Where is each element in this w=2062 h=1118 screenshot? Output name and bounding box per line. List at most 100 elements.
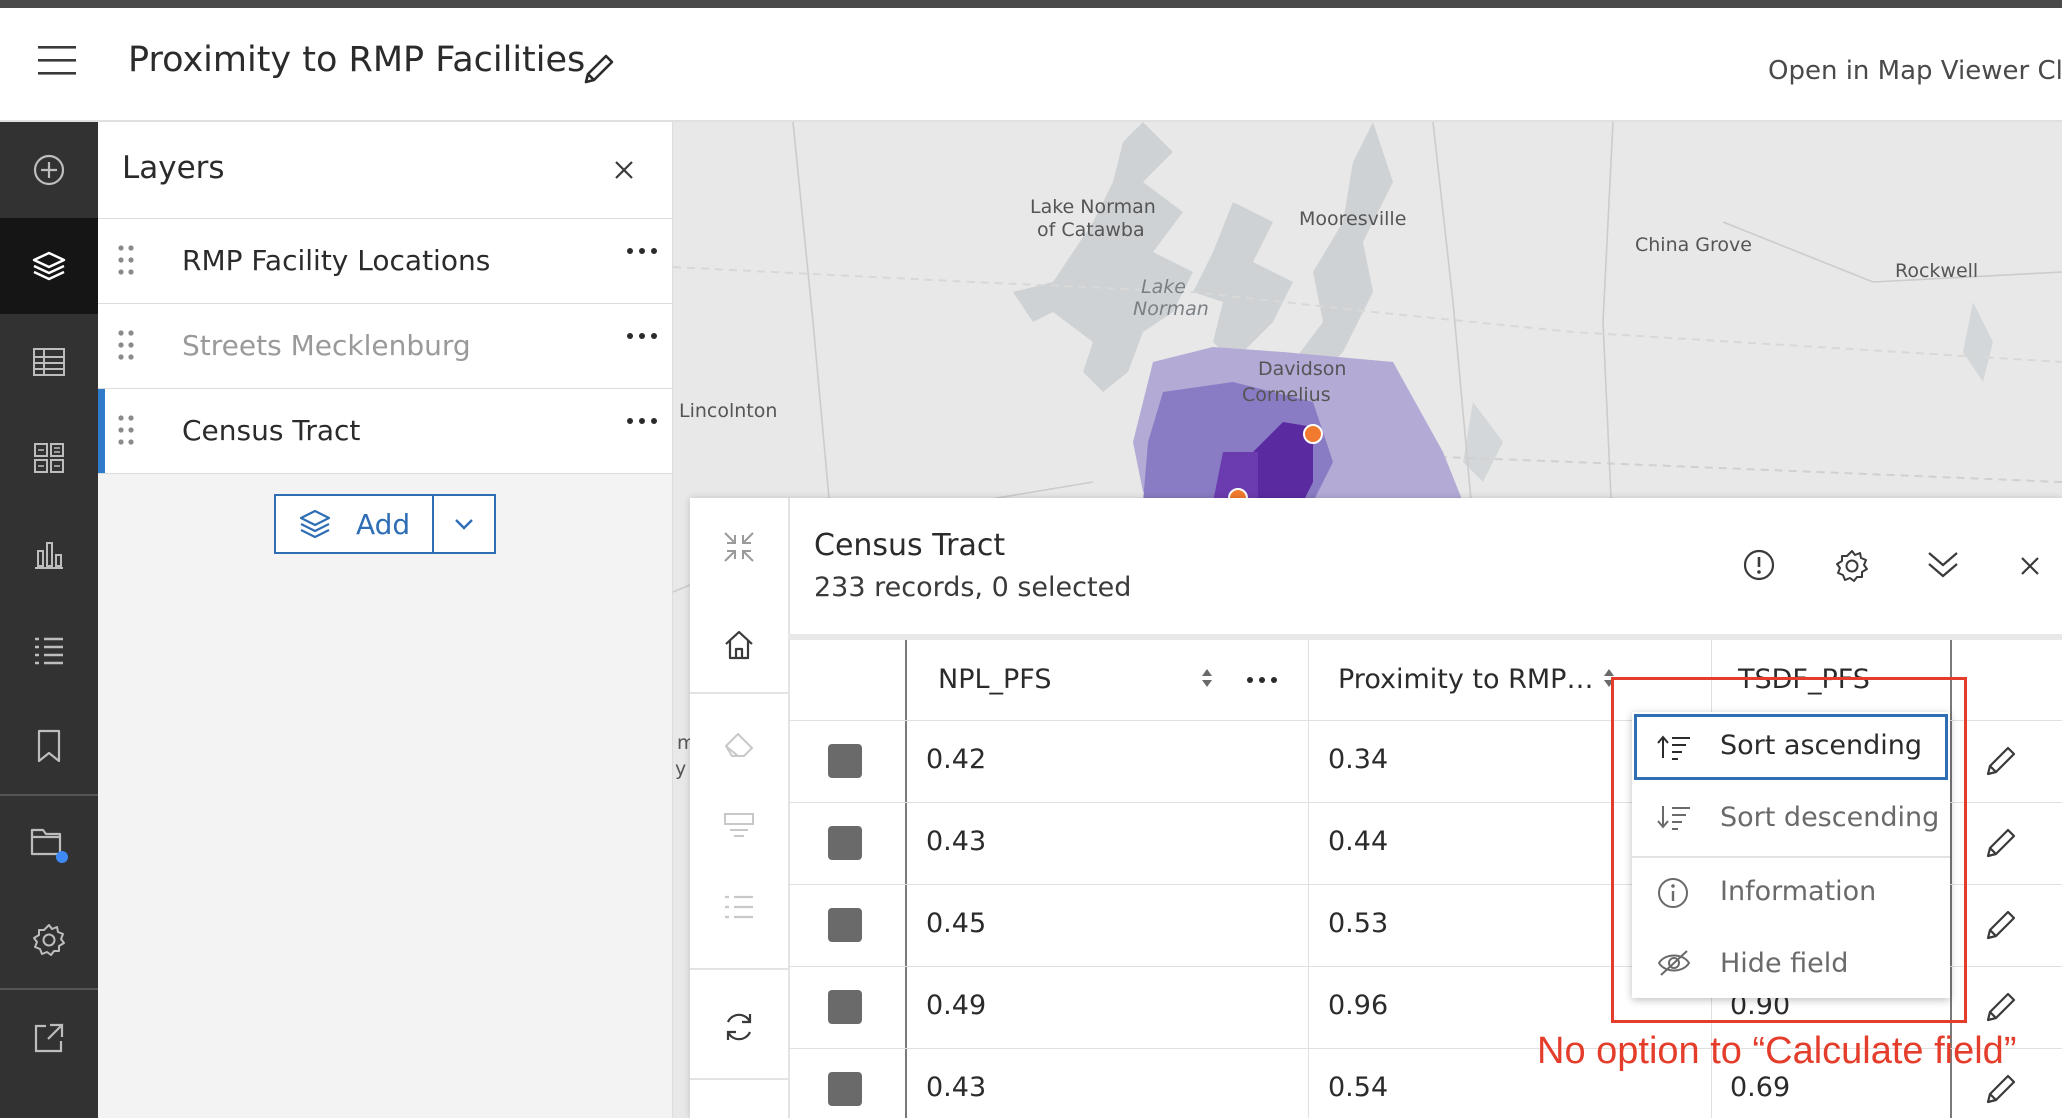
more-options-icon[interactable] xyxy=(626,417,658,425)
row-select-checkbox[interactable] xyxy=(828,826,862,860)
annotation-highlight-box xyxy=(1611,677,1967,1023)
cell-npl-pfs: 0.45 xyxy=(926,908,987,939)
map-label: Lincolnton xyxy=(679,400,778,422)
table-row[interactable]: 0.42 0.34 xyxy=(690,720,2062,802)
menu-item-label: Information xyxy=(1720,876,1877,907)
zoom-to-selection-icon[interactable] xyxy=(722,810,756,840)
cell-npl-pfs: 0.42 xyxy=(926,744,987,775)
show-selected-icon[interactable] xyxy=(722,892,756,924)
selected-indicator xyxy=(98,389,105,473)
sort-icon[interactable] xyxy=(1200,666,1214,690)
add-layer-button[interactable]: Add xyxy=(274,494,496,554)
row-select-checkbox[interactable] xyxy=(828,990,862,1024)
map-label: Norman xyxy=(1133,298,1209,320)
row-divider xyxy=(788,884,2062,885)
open-in-map-viewer-link[interactable]: Open in Map Viewer Cl xyxy=(1768,56,2062,86)
close-table-icon[interactable] xyxy=(2020,556,2040,576)
layers-icon[interactable] xyxy=(0,218,98,314)
table-row[interactable]: 0.49 0.96 0.90 xyxy=(690,966,2062,1048)
share-icon[interactable] xyxy=(0,990,98,1086)
map-label: Davidson xyxy=(1258,358,1347,380)
window-top-strip xyxy=(0,0,2062,8)
table-icon[interactable] xyxy=(0,314,98,410)
drag-handle-icon[interactable] xyxy=(118,415,134,445)
edit-row-icon[interactable] xyxy=(1984,990,2016,1024)
cell-proximity-rmp: 0.53 xyxy=(1328,908,1389,939)
row-select-checkbox[interactable] xyxy=(828,908,862,942)
drag-handle-icon[interactable] xyxy=(118,245,134,275)
collapse-icon[interactable] xyxy=(722,530,756,564)
row-divider xyxy=(788,802,2062,803)
column-header-proximity-rmp[interactable]: Proximity to RMP… xyxy=(1338,664,1594,695)
chevron-down-icon[interactable] xyxy=(454,518,474,530)
annotation-text: No option to “Calculate field” xyxy=(1537,1030,2017,1072)
layer-label: Census Tract xyxy=(182,414,361,447)
edit-title-icon[interactable] xyxy=(582,52,614,86)
cell-npl-pfs: 0.43 xyxy=(926,826,987,857)
layers-add-icon xyxy=(298,508,332,540)
widgets-icon[interactable] xyxy=(0,410,98,506)
edit-row-icon[interactable] xyxy=(1984,744,2016,778)
menu-divider xyxy=(1632,856,1950,858)
layers-panel: Layers RMP Facility Locations Streets Me… xyxy=(98,122,673,1118)
cell-proximity-rmp: 0.54 xyxy=(1328,1072,1389,1103)
app-header: Proximity to RMP Facilities Open in Map … xyxy=(0,8,2062,122)
cell-npl-pfs: 0.49 xyxy=(926,990,987,1021)
edit-row-icon[interactable] xyxy=(1984,908,2016,942)
table-row[interactable]: 0.43 0.54 0.69 xyxy=(690,1048,2062,1118)
table-row[interactable]: 0.45 0.53 xyxy=(690,884,2062,966)
split-divider xyxy=(432,496,434,552)
edit-row-icon[interactable] xyxy=(1984,826,2016,860)
table-row[interactable]: 0.43 0.44 xyxy=(690,802,2062,884)
record-count: 233 records, 0 selected xyxy=(814,572,1132,603)
row-select-checkbox[interactable] xyxy=(828,744,862,778)
more-options-icon[interactable] xyxy=(626,247,658,255)
home-icon[interactable] xyxy=(722,628,756,662)
menu-item-sort-descending[interactable]: Sort descending xyxy=(1632,784,1950,854)
more-options-icon[interactable] xyxy=(626,332,658,340)
legend-icon[interactable] xyxy=(0,602,98,698)
settings-icon[interactable] xyxy=(0,892,98,988)
map-label: China Grove xyxy=(1635,234,1752,256)
map-label: of Catawba xyxy=(1037,219,1145,241)
bookmark-icon[interactable] xyxy=(0,698,98,794)
column-options-icon[interactable] xyxy=(1246,676,1278,684)
edit-row-icon[interactable] xyxy=(1984,1072,2016,1106)
cell-tsdf-pfs: 0.69 xyxy=(1730,1072,1791,1103)
chart-icon[interactable] xyxy=(0,506,98,602)
drag-handle-icon[interactable] xyxy=(118,330,134,360)
layers-panel-title: Layers xyxy=(122,150,225,186)
tool-rail xyxy=(0,122,98,1118)
map-label: Mooresville xyxy=(1299,208,1407,230)
menu-icon[interactable] xyxy=(38,44,76,76)
row-divider xyxy=(788,720,2062,721)
clear-selection-icon[interactable] xyxy=(722,728,756,758)
cell-npl-pfs: 0.43 xyxy=(926,1072,987,1103)
focus-ring xyxy=(1634,714,1948,780)
close-icon[interactable] xyxy=(614,160,634,180)
menu-item-label: Sort ascending xyxy=(1720,730,1922,761)
alert-icon[interactable] xyxy=(1742,548,1776,582)
folder-icon[interactable] xyxy=(0,796,98,892)
menu-item-hide-field[interactable]: Hide field xyxy=(1632,930,1950,1000)
row-divider xyxy=(788,966,2062,967)
add-icon[interactable] xyxy=(0,122,98,218)
column-divider xyxy=(905,640,907,1118)
column-options-menu: Sort ascending Sort descending Informati… xyxy=(1632,712,1950,998)
chevron-double-down-icon[interactable] xyxy=(1926,550,1960,580)
table-title: Census Tract xyxy=(814,528,1006,563)
map-label: Lake Norman xyxy=(1030,196,1156,218)
map-label: Rockwell xyxy=(1895,260,1979,282)
table-toolbar xyxy=(690,498,790,1118)
layer-item-rmp-facility-locations[interactable]: RMP Facility Locations xyxy=(98,219,672,304)
column-header-npl-pfs[interactable]: NPL_PFS xyxy=(938,664,1052,695)
refresh-icon[interactable] xyxy=(722,1010,756,1044)
row-select-checkbox[interactable] xyxy=(828,1072,862,1106)
cell-proximity-rmp: 0.96 xyxy=(1328,990,1389,1021)
sort-descending-icon xyxy=(1656,802,1692,832)
layer-item-census-tract[interactable]: Census Tract xyxy=(98,389,672,474)
layer-item-streets-mecklenburg[interactable]: Streets Mecklenburg xyxy=(98,304,672,389)
gear-icon[interactable] xyxy=(1834,548,1870,584)
menu-item-sort-ascending[interactable]: Sort ascending xyxy=(1632,712,1950,782)
menu-item-information[interactable]: Information xyxy=(1632,858,1950,928)
